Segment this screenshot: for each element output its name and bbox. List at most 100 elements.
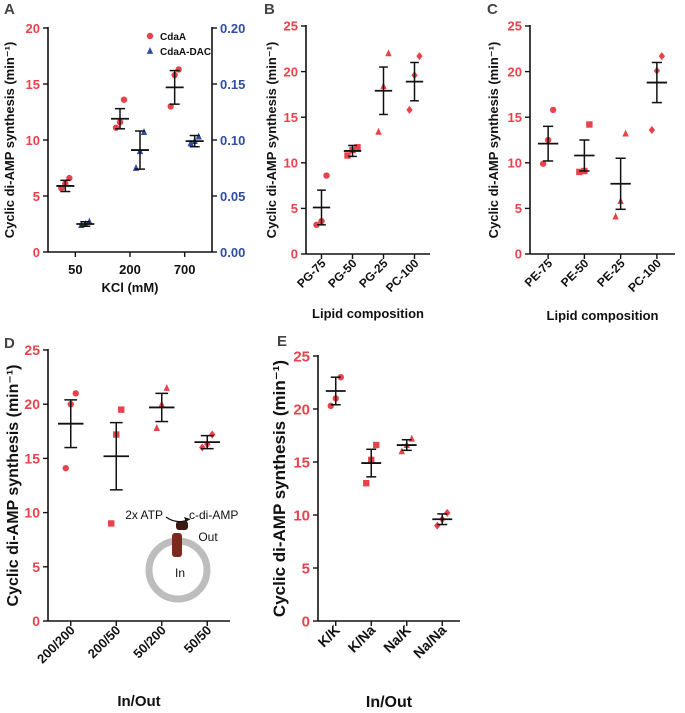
y-tick-label: 5 (515, 201, 522, 216)
x-tick-label: K/Na (344, 622, 378, 656)
y-tick-label: 10 (508, 155, 522, 170)
x-tick-label: Na/K (380, 622, 414, 656)
y2-tick-label: 0.00 (220, 245, 245, 260)
data-point (612, 212, 619, 220)
x-tick-label: PC-100 (383, 256, 422, 295)
y-tick-label: 25 (508, 19, 522, 34)
data-point (658, 52, 666, 61)
y-axis-label: Cyclic di-AMP synthesis (min⁻¹) (264, 42, 279, 239)
panel-letter: C (487, 1, 498, 18)
data-point (576, 168, 583, 176)
y-tick-label: 25 (24, 342, 40, 358)
data-point (549, 106, 557, 114)
y-tick-label: 10 (24, 505, 40, 521)
y-tick-label: 20 (508, 64, 522, 79)
data-point (108, 520, 115, 527)
data-point (622, 129, 629, 137)
panel-letter: B (264, 1, 275, 18)
y-tick-label: 15 (508, 110, 522, 125)
data-point (323, 172, 330, 179)
data-point (146, 32, 154, 40)
data-point (153, 424, 160, 431)
x-axis-label: Lipid composition (312, 306, 424, 321)
panel-letter: D (4, 335, 15, 352)
y-tick-label: 15 (284, 110, 298, 125)
legend-label: CdaA (160, 32, 186, 43)
y-tick-label: 20 (26, 21, 40, 36)
y-tick-label: 0 (32, 613, 40, 629)
data-point (363, 480, 370, 487)
data-point (648, 125, 656, 134)
data-point (434, 521, 441, 530)
y-tick-label: 20 (24, 396, 40, 412)
legend-label: CdaA-DAC (160, 47, 211, 58)
data-point (373, 441, 380, 449)
data-point (62, 464, 69, 472)
data-point (416, 52, 423, 61)
data-point (344, 152, 351, 159)
y-tick-label: 25 (293, 348, 310, 365)
y-tick-label: 0 (515, 247, 522, 262)
y-tick-label: 5 (291, 201, 298, 216)
data-point (354, 144, 361, 151)
inset-label: Out (198, 530, 218, 544)
data-point (385, 49, 392, 57)
y-tick-label: 10 (293, 507, 310, 524)
inset-label: c-di-AMP (189, 508, 238, 522)
data-point (112, 124, 120, 131)
x-tick-label: PG-75 (294, 256, 329, 291)
x-tick-label: 50/200 (130, 623, 169, 662)
y-tick-label: 5 (33, 189, 40, 204)
x-tick-label: 200/50 (85, 623, 124, 662)
panel-letter: E (277, 333, 287, 350)
data-point (586, 121, 593, 128)
legend: CdaA CdaA-DAC (146, 32, 211, 58)
y2-tick-label: 0.05 (220, 189, 245, 204)
data-point (406, 105, 413, 114)
y-tick-label: 15 (26, 77, 40, 92)
data-point (120, 96, 128, 103)
x-axis-label: In/Out (366, 694, 413, 711)
data-point (327, 402, 334, 410)
x-tick-label: Na/Na (410, 622, 450, 662)
x-tick-label: PG-50 (325, 256, 360, 291)
data-point (539, 160, 547, 167)
data-point (118, 406, 125, 413)
x-tick-label: 50/50 (181, 623, 215, 657)
x-tick-label: 200/200 (34, 623, 78, 667)
panel-e: E 0 5 10 15 20 25 K/K K/Na Na/KNa/Na Cyclic di-AMP… (270, 333, 460, 711)
x-axis-label: KCl (mM) (101, 280, 158, 295)
data-point (187, 139, 194, 147)
data-point (175, 66, 182, 73)
data-point (163, 383, 170, 391)
y-tick-label: 0 (33, 245, 40, 260)
x-tick-label: PE-75 (522, 256, 556, 290)
data-point (375, 127, 382, 135)
y-tick-label: 5 (302, 560, 310, 577)
y-tick-label: 0 (291, 247, 298, 262)
protein-head-icon (176, 521, 188, 530)
y-tick-label: 20 (284, 64, 298, 79)
data-point (398, 447, 405, 455)
x-tick-label: K/K (314, 622, 342, 650)
data-point (199, 443, 206, 452)
x-tick-label: PC-100 (625, 256, 664, 295)
x-tick-label: PE-50 (558, 256, 592, 290)
data-point (313, 221, 320, 229)
y-tick-label: 20 (293, 401, 310, 418)
y-axis-label: Cyclic di-AMP synthesis (min⁻¹) (2, 42, 17, 239)
y-tick-label: 10 (26, 133, 40, 148)
arrow-head-icon (184, 517, 190, 522)
x-tick-label: 700 (174, 262, 196, 277)
x-tick-label: 200 (119, 262, 141, 277)
x-tick-label: PE-25 (594, 256, 628, 290)
y-tick-label: 10 (284, 155, 298, 170)
panel-d: D 0 5 10 15 20 25 200/200 200/50 50/200 50/50 Cycli… (4, 335, 230, 710)
data-point (444, 508, 451, 517)
y-axis-label: Cyclic di-AMP synthesis (min⁻¹) (486, 42, 501, 239)
y-tick-label: 5 (32, 559, 40, 575)
y-tick-label: 15 (293, 454, 310, 471)
y-axis-label: Cyclic di-AMP synthesis (min⁻¹) (5, 365, 22, 607)
